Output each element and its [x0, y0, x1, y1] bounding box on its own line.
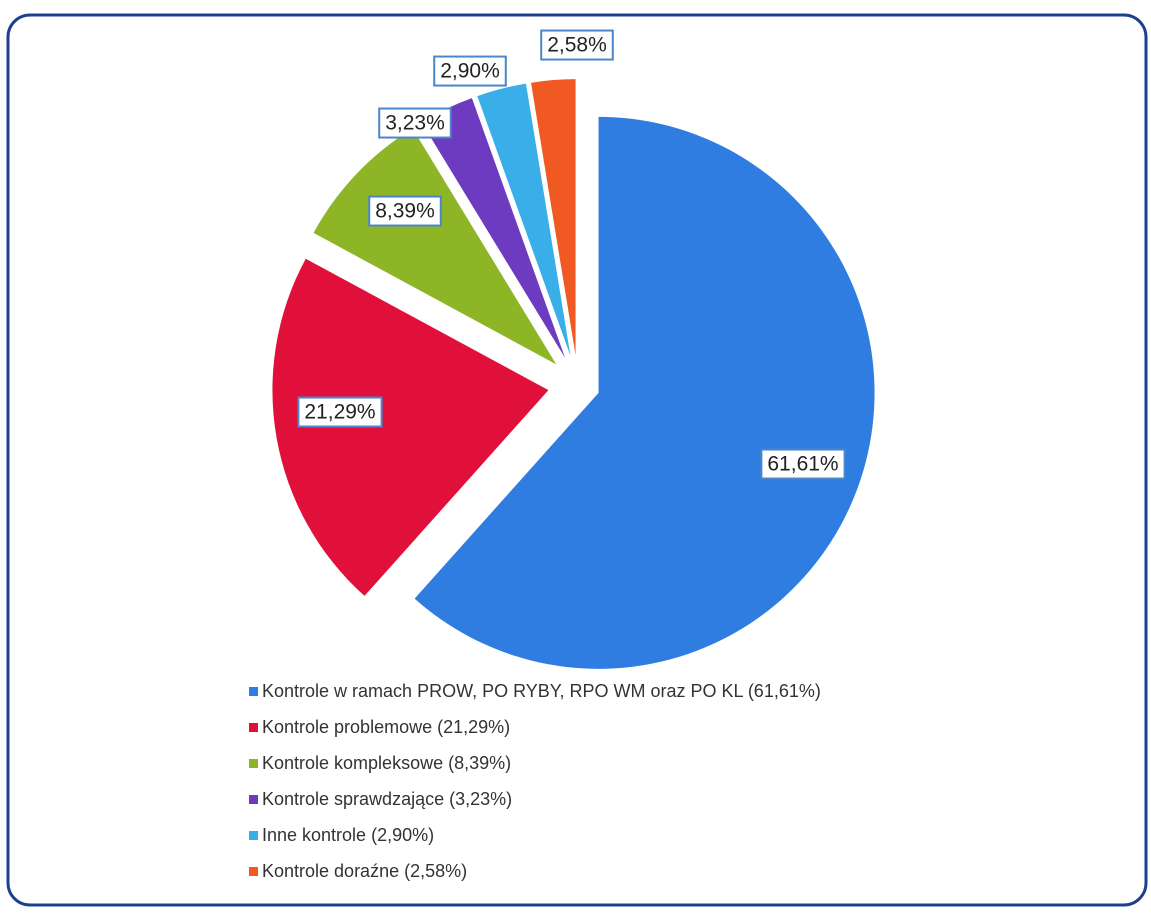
legend-label: Inne kontrole (2,90%) — [262, 825, 434, 845]
pie-slice — [313, 128, 557, 365]
legend-marker — [249, 867, 258, 876]
legend-marker — [249, 687, 258, 696]
data-label: 61,61% — [760, 448, 846, 480]
data-label-box — [540, 29, 614, 61]
data-label: 3,23% — [378, 107, 452, 139]
data-label: 21,29% — [297, 396, 383, 428]
legend-marker — [249, 759, 258, 768]
pie-slice — [414, 116, 875, 669]
data-label: 2,58% — [540, 29, 614, 61]
data-label: 8,39% — [368, 195, 442, 227]
data-label: 2,90% — [433, 55, 507, 87]
data-label-box — [297, 396, 383, 428]
legend-label: Kontrole kompleksowe (8,39%) — [262, 753, 511, 773]
pie-slice — [421, 98, 566, 358]
pie-slice — [477, 83, 571, 356]
pie-slice — [531, 79, 576, 356]
data-label-box — [760, 448, 846, 480]
legend-marker — [249, 723, 258, 732]
data-label-text: 2,90% — [440, 60, 500, 83]
legend-label: Kontrole w ramach PROW, PO RYBY, RPO WM … — [262, 681, 821, 701]
legend-label: Kontrole doraźne (2,58%) — [262, 861, 467, 881]
legend-marker — [249, 795, 258, 804]
data-label-text: 3,23% — [385, 112, 445, 135]
legend-marker — [249, 831, 258, 840]
data-label-box — [368, 195, 442, 227]
legend-label: Kontrole sprawdzające (3,23%) — [262, 789, 512, 809]
data-label-text: 61,61% — [767, 453, 838, 476]
data-label-text: 8,39% — [375, 200, 435, 223]
pie-slice — [272, 258, 549, 596]
data-label-text: 21,29% — [304, 401, 375, 424]
data-label-box — [433, 55, 507, 87]
data-label-text: 2,58% — [547, 34, 607, 57]
data-label-box — [378, 107, 452, 139]
legend-label: Kontrole problemowe (21,29%) — [262, 717, 510, 737]
